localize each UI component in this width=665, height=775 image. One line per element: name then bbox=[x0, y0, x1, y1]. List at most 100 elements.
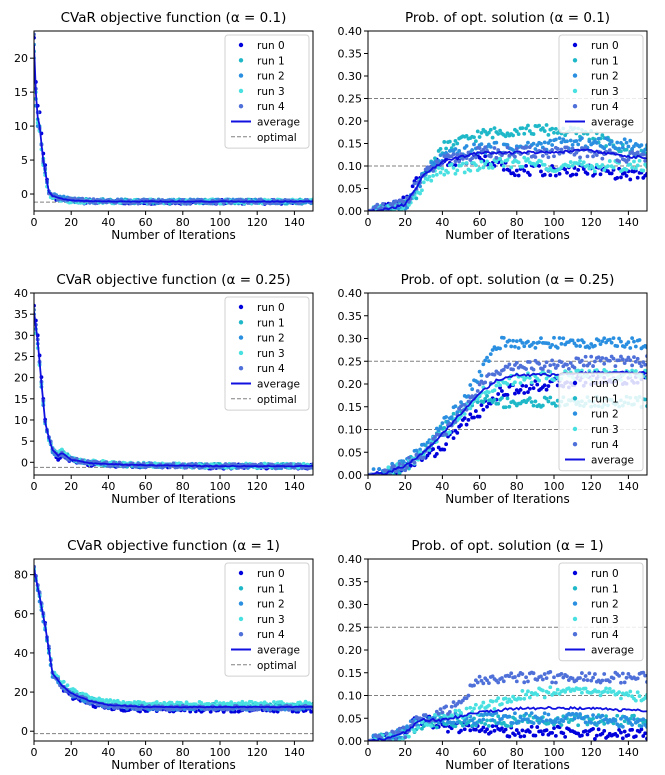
data-point bbox=[600, 713, 605, 718]
legend-item: average bbox=[565, 117, 634, 129]
data-point bbox=[557, 720, 562, 725]
legend-label: run 4 bbox=[257, 101, 285, 113]
data-point bbox=[507, 734, 512, 739]
data-point bbox=[414, 448, 419, 453]
data-point bbox=[522, 391, 527, 395]
data-point bbox=[494, 140, 499, 145]
legend-label: run 1 bbox=[257, 317, 285, 329]
data-point bbox=[580, 136, 584, 141]
data-point bbox=[498, 346, 502, 351]
data-point bbox=[257, 707, 261, 712]
data-point bbox=[542, 129, 547, 133]
data-point bbox=[568, 361, 573, 365]
data-point bbox=[606, 720, 610, 725]
y-tick-label: 25 bbox=[14, 350, 28, 363]
data-point bbox=[392, 464, 396, 469]
series-run-3 bbox=[368, 155, 647, 211]
series-average-line bbox=[368, 705, 647, 741]
data-point bbox=[470, 148, 475, 152]
data-point bbox=[630, 165, 635, 170]
data-point bbox=[544, 718, 549, 723]
data-point bbox=[570, 146, 575, 151]
data-point bbox=[585, 678, 590, 683]
data-point bbox=[565, 674, 569, 679]
data-point bbox=[576, 356, 581, 361]
data-point bbox=[401, 725, 406, 730]
data-point bbox=[604, 714, 608, 719]
legend-label: optimal bbox=[257, 394, 297, 406]
legend-item: run 2 bbox=[238, 71, 285, 83]
x-tick-label: 60 bbox=[139, 216, 153, 229]
data-point bbox=[516, 731, 521, 736]
chart-title: Prob. of opt. solution (α = 1) bbox=[411, 538, 603, 554]
data-point bbox=[580, 733, 584, 738]
legend-item: run 0 bbox=[238, 302, 285, 314]
data-point bbox=[60, 447, 64, 452]
data-point bbox=[633, 359, 638, 364]
data-point bbox=[479, 142, 484, 147]
legend-marker bbox=[238, 601, 244, 606]
legend-item: run 3 bbox=[572, 614, 619, 626]
x-tick-label: 140 bbox=[618, 480, 639, 493]
data-point bbox=[628, 689, 633, 694]
data-point bbox=[473, 721, 478, 726]
data-point bbox=[553, 680, 558, 685]
data-point bbox=[576, 162, 581, 166]
data-point bbox=[380, 202, 385, 206]
data-point bbox=[633, 344, 638, 349]
data-point bbox=[449, 162, 454, 167]
legend-item: run 1 bbox=[238, 583, 285, 595]
data-point bbox=[624, 167, 629, 172]
data-point bbox=[449, 704, 454, 709]
data-point bbox=[481, 400, 486, 405]
legend-marker bbox=[572, 426, 578, 432]
data-point bbox=[496, 680, 501, 685]
data-point bbox=[473, 727, 478, 732]
data-point bbox=[505, 393, 510, 397]
x-tick-label: 20 bbox=[398, 216, 412, 229]
legend-label: run 3 bbox=[257, 86, 285, 98]
data-point bbox=[522, 131, 527, 136]
x-tick-label: 120 bbox=[247, 746, 268, 759]
x-tick-label: 40 bbox=[101, 480, 115, 493]
data-point bbox=[619, 696, 623, 701]
data-point bbox=[635, 175, 640, 180]
data-point bbox=[488, 154, 493, 159]
data-point bbox=[548, 395, 553, 400]
data-point bbox=[630, 723, 635, 727]
data-point bbox=[537, 721, 542, 725]
data-point bbox=[600, 731, 605, 736]
legend-marker bbox=[572, 570, 578, 576]
data-point bbox=[462, 412, 467, 416]
data-point bbox=[594, 715, 599, 720]
data-point bbox=[553, 137, 558, 142]
data-point bbox=[513, 154, 517, 159]
data-point bbox=[630, 363, 635, 368]
data-point bbox=[167, 707, 172, 712]
data-point bbox=[65, 683, 70, 688]
data-point bbox=[537, 361, 542, 366]
data-point bbox=[442, 140, 447, 144]
x-axis-label: Number of Iterations bbox=[111, 492, 236, 506]
data-point bbox=[501, 679, 506, 684]
data-point bbox=[591, 716, 595, 721]
data-point bbox=[509, 723, 514, 728]
data-point bbox=[546, 690, 551, 695]
data-point bbox=[518, 696, 523, 701]
data-point bbox=[626, 144, 631, 149]
data-point bbox=[509, 671, 514, 676]
data-point bbox=[548, 685, 553, 690]
data-point bbox=[522, 680, 527, 685]
data-point bbox=[598, 342, 603, 346]
data-point bbox=[451, 700, 456, 705]
chart-prob-a01: Prob. of opt. solution (α = 0.1)0 20 40 60 8… bbox=[338, 10, 648, 242]
data-point bbox=[455, 410, 460, 415]
data-point bbox=[593, 343, 597, 348]
data-point bbox=[371, 467, 376, 471]
legend-item: run 1 bbox=[572, 55, 619, 67]
data-point bbox=[477, 369, 482, 374]
data-point bbox=[535, 715, 540, 720]
data-point bbox=[427, 174, 432, 179]
data-point bbox=[633, 698, 638, 703]
